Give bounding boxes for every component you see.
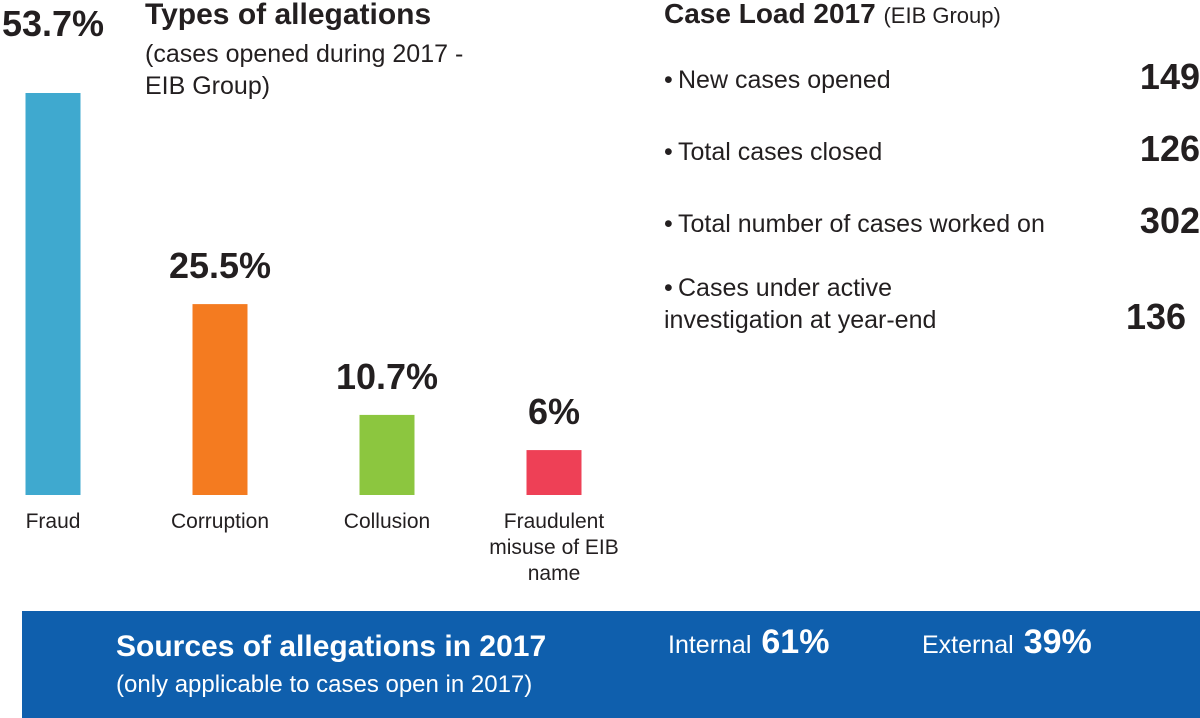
caseload-item-value: 136 [1126, 296, 1187, 337]
chart-title: Types of allegations [145, 0, 432, 31]
bar-corruption [192, 304, 248, 495]
bar-collusion [359, 414, 415, 495]
caseload-item-value: 149 [1139, 56, 1200, 97]
caseload-item-label: • Total cases closed [664, 136, 882, 168]
bar-fraud [25, 93, 81, 495]
caseload-item-text: Cases under active investigation at year… [664, 274, 937, 334]
category-label-fraud: Fraud [26, 510, 81, 533]
caseload-item-text: New cases opened [678, 66, 891, 94]
sources-band: Sources of allegations in 2017 (only app… [22, 611, 1200, 718]
source-external-label: External [922, 631, 1014, 659]
value-label-fraud: 53.7% [2, 3, 104, 44]
source-external-value: 39% [1023, 623, 1092, 661]
source-internal-label: Internal [668, 631, 752, 659]
caseload-subtitle: (EIB Group) [883, 3, 1001, 28]
caseload-item-value: 126 [1139, 128, 1200, 169]
value-label-fraudulent-misuse-of-eib-name: 6% [528, 391, 580, 432]
chart-subtitle: (cases opened during 2017 - EIB Group) [145, 40, 464, 100]
source-internal: Internal 61% [668, 623, 829, 662]
caseload-title-text: Case Load 2017 [664, 0, 876, 29]
category-label-corruption: Corruption [171, 510, 269, 533]
category-label-fraudulent-misuse-of-eib-name: Fraudulent misuse of EIB name [489, 510, 619, 585]
caseload-item-label: • Cases under active investigation at yea… [664, 272, 936, 336]
bar-fraudulent-misuse-of-eib-name [526, 450, 582, 495]
bullet-icon: • [664, 210, 673, 238]
caseload-title: Case Load 2017 (EIB Group) [664, 0, 1001, 30]
bullet-icon: • [664, 66, 673, 94]
bullet-icon: • [664, 274, 673, 302]
value-label-collusion: 10.7% [336, 356, 438, 397]
bullet-icon: • [664, 138, 673, 166]
source-internal-value: 61% [761, 623, 830, 661]
category-label-collusion: Collusion [344, 510, 430, 533]
caseload-item-text: Total cases closed [678, 138, 883, 166]
sources-subtitle: (only applicable to cases open in 2017) [116, 671, 533, 698]
caseload-item-value: 302 [1139, 200, 1200, 241]
sources-title: Sources of allegations in 2017 [116, 630, 547, 663]
caseload-item-label: • Total number of cases worked on [664, 208, 1045, 240]
allegations-bar-chart: 53.7% Fraud 25.5% Corruption 10.7% Collusion 6… [2, 3, 619, 585]
source-external: External 39% [922, 623, 1092, 662]
caseload-item-text: Total number of cases worked on [678, 210, 1045, 238]
caseload-item-label: • New cases opened [664, 64, 891, 96]
value-label-corruption: 25.5% [169, 245, 271, 286]
